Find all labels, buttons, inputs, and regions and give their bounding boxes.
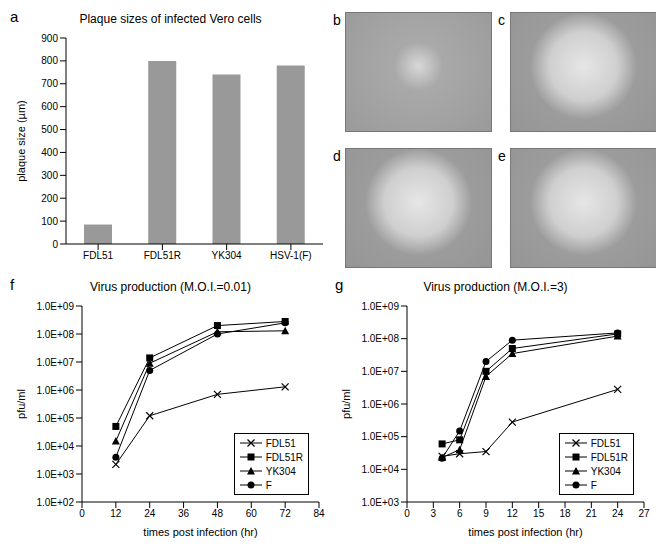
- svg-text:6: 6: [457, 508, 463, 519]
- svg-text:72: 72: [280, 508, 292, 519]
- svg-text:plaque size (µm): plaque size (µm): [15, 100, 27, 182]
- html-text:F: F: [265, 479, 272, 491]
- html-text:FDL51: FDL51: [590, 437, 621, 449]
- html-text:F: F: [590, 479, 597, 491]
- svg-text:HSV-1(F): HSV-1(F): [270, 250, 312, 261]
- svg-text:900: 900: [41, 33, 58, 44]
- svg-text:1.0E+03: 1.0E+03: [361, 497, 399, 508]
- svg-text:times post infection (hr): times post infection (hr): [143, 526, 257, 538]
- svg-text:1.0E+08: 1.0E+08: [361, 333, 399, 344]
- svg-text:500: 500: [41, 124, 58, 135]
- svg-text:12: 12: [110, 508, 122, 519]
- svg-text:0: 0: [52, 239, 58, 250]
- svg-text:600: 600: [41, 101, 58, 112]
- html-text:g: g: [335, 276, 344, 293]
- svg-text:1.0E+09: 1.0E+09: [361, 301, 399, 312]
- html-text:f: f: [10, 276, 15, 293]
- svg-text:48: 48: [212, 508, 224, 519]
- html-text:Virus production (M.O.I.=0.01): Virus production (M.O.I.=0.01): [90, 280, 251, 294]
- svg-text:1.0E+08: 1.0E+08: [36, 329, 74, 340]
- svg-text:24: 24: [612, 508, 624, 519]
- html-text:b: b: [333, 12, 341, 28]
- svg-text:1.0E+06: 1.0E+06: [36, 385, 74, 396]
- html-text:d: d: [333, 147, 341, 164]
- html-text:FDL51R: FDL51R: [590, 451, 628, 463]
- svg-text:0: 0: [404, 508, 410, 519]
- svg-text:21: 21: [586, 508, 598, 519]
- html-text:c: c: [498, 12, 505, 28]
- svg-text:YK304: YK304: [212, 250, 242, 261]
- svg-text:84: 84: [313, 508, 325, 519]
- svg-text:36: 36: [178, 508, 190, 519]
- svg-text:300: 300: [41, 170, 58, 181]
- svg-text:1.0E+05: 1.0E+05: [36, 413, 74, 424]
- svg-text:times post infection (hr): times post infection (hr): [468, 526, 582, 538]
- svg-text:FDL51: FDL51: [83, 250, 113, 261]
- svg-text:1.0E+09: 1.0E+09: [36, 301, 74, 312]
- svg-text:0: 0: [79, 508, 85, 519]
- svg-text:27: 27: [638, 508, 650, 519]
- svg-text:pfu/ml: pfu/ml: [340, 389, 352, 419]
- svg-text:1.0E+05: 1.0E+05: [361, 431, 399, 442]
- html-text:Virus production (M.O.I.=3): Virus production (M.O.I.=3): [423, 280, 568, 294]
- svg-text:FDL51R: FDL51R: [144, 250, 181, 261]
- svg-text:800: 800: [41, 55, 58, 66]
- html-text:FDL51R: FDL51R: [265, 451, 303, 463]
- svg-text:12: 12: [507, 508, 519, 519]
- svg-text:9: 9: [483, 508, 489, 519]
- svg-text:200: 200: [41, 193, 58, 204]
- svg-text:24: 24: [144, 508, 156, 519]
- html-text:e: e: [498, 147, 506, 164]
- svg-text:1.0E+07: 1.0E+07: [361, 366, 399, 377]
- svg-text:18: 18: [559, 508, 571, 519]
- svg-text:15: 15: [533, 508, 545, 519]
- svg-text:1.0E+04: 1.0E+04: [361, 464, 399, 475]
- svg-text:400: 400: [41, 147, 58, 158]
- html-text:Plaque sizes of infected Vero: Plaque sizes of infected Vero cells: [79, 12, 262, 26]
- html-text:FDL51: FDL51: [265, 437, 296, 449]
- svg-text:60: 60: [246, 508, 258, 519]
- html-text:YK304: YK304: [590, 465, 621, 477]
- svg-text:1.0E+07: 1.0E+07: [36, 357, 74, 368]
- svg-text:1.0E+03: 1.0E+03: [36, 469, 74, 480]
- svg-text:pfu/ml: pfu/ml: [15, 389, 27, 419]
- svg-text:700: 700: [41, 78, 58, 89]
- svg-text:1.0E+06: 1.0E+06: [361, 399, 399, 410]
- svg-text:3: 3: [431, 508, 437, 519]
- html-text:YK304: YK304: [265, 465, 296, 477]
- html-text:a: a: [10, 8, 19, 25]
- svg-text:1.0E+04: 1.0E+04: [36, 441, 74, 452]
- svg-text:100: 100: [41, 216, 58, 227]
- svg-text:1.0E+02: 1.0E+02: [36, 497, 74, 508]
